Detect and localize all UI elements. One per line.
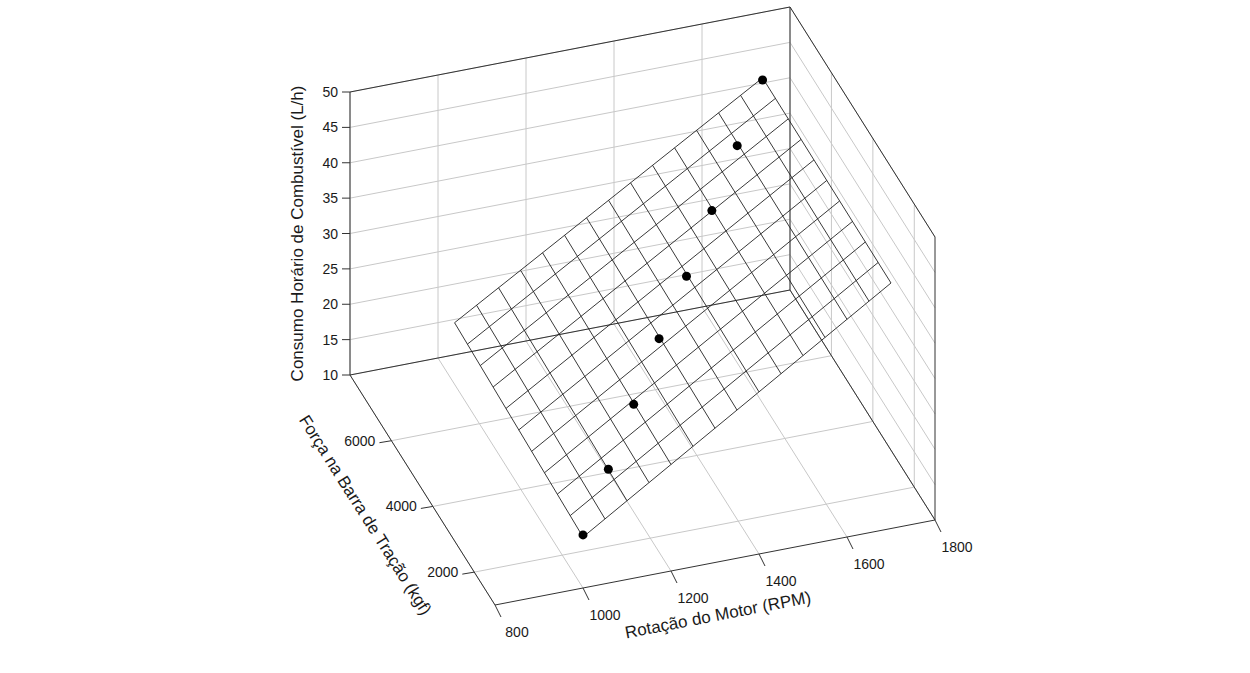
data-point	[579, 530, 588, 539]
tick	[379, 441, 391, 443]
data-point	[629, 400, 638, 409]
axis-line	[790, 290, 935, 520]
mesh-line	[493, 139, 801, 387]
data-point	[604, 465, 613, 474]
tick	[342, 304, 350, 305]
grid-line	[350, 113, 790, 198]
tick	[342, 268, 350, 269]
grid-line	[526, 341, 671, 571]
grid-line	[350, 7, 790, 92]
mesh-line	[557, 242, 865, 494]
grid-line	[702, 307, 847, 537]
tick-label: 20	[322, 296, 338, 312]
tick	[342, 92, 350, 93]
grid-line	[790, 149, 935, 379]
mesh-line	[455, 78, 763, 323]
axis-line	[935, 237, 936, 520]
tick-label: 6000	[344, 433, 375, 449]
tick-label: 1600	[853, 556, 884, 572]
tick	[421, 506, 433, 508]
grid	[350, 7, 935, 605]
grid-line	[474, 487, 914, 572]
grid-line	[790, 184, 935, 414]
axis-line	[495, 520, 935, 605]
tick	[342, 162, 350, 163]
mesh-line	[570, 262, 878, 515]
axis-title: Força na Barra de Tração (kgf)	[295, 412, 435, 619]
tick-label: 1200	[677, 590, 708, 606]
plot-data	[455, 75, 891, 539]
tick-label: 2000	[427, 564, 458, 580]
tick-label: 1400	[765, 573, 796, 589]
tick	[342, 233, 350, 234]
axis-title: Consumo Horário de Combustível (L/h)	[288, 86, 307, 382]
grid-line	[790, 290, 935, 520]
tick	[583, 588, 589, 600]
tick-label: 1800	[941, 539, 972, 555]
mesh-line	[506, 160, 814, 409]
tick	[342, 375, 350, 376]
tick-label: 800	[505, 624, 529, 640]
axis-line	[350, 375, 495, 605]
box	[350, 7, 935, 605]
surface	[455, 78, 891, 537]
tick-label: 10	[322, 367, 338, 383]
tick-label: 25	[322, 261, 338, 277]
tick-label: 1000	[589, 607, 620, 623]
tick-label: 40	[322, 155, 338, 171]
mesh-line	[519, 180, 827, 429]
data-point	[682, 272, 691, 281]
tick	[342, 339, 350, 340]
points	[579, 75, 768, 539]
mesh-line	[480, 119, 788, 366]
chart: 800 1000 1200 1400 1600 1800 2000 4000 6000 10 15 2…	[0, 0, 1250, 673]
tick	[935, 520, 941, 532]
tick	[759, 554, 765, 566]
grid-line	[350, 149, 790, 234]
grid-line	[350, 42, 790, 127]
mesh-line	[532, 201, 840, 451]
axis-line	[350, 7, 790, 92]
tick-label: 35	[322, 190, 338, 206]
grid-line	[790, 113, 935, 343]
tick	[671, 571, 677, 583]
mesh-line	[583, 283, 891, 537]
grid-line	[790, 290, 935, 520]
tick	[342, 198, 350, 199]
axis-line	[350, 290, 790, 375]
data-point	[733, 141, 742, 150]
grid-line	[790, 255, 935, 485]
grid-line	[350, 184, 790, 269]
grid-line	[790, 219, 935, 449]
grid-line	[391, 356, 831, 441]
tick-label: 45	[322, 119, 338, 135]
grid-line	[350, 78, 790, 163]
data-point	[758, 75, 767, 84]
tick-label: 50	[322, 84, 338, 100]
tick-label: 15	[322, 332, 338, 348]
tick	[462, 572, 474, 574]
tick	[847, 537, 853, 549]
tick-label: 30	[322, 226, 338, 242]
tick-label: 4000	[386, 498, 417, 514]
tick	[342, 127, 350, 128]
mesh-line	[544, 221, 852, 472]
mesh-line	[467, 98, 775, 344]
data-point	[655, 334, 664, 343]
tick	[495, 605, 501, 617]
axis-line	[790, 7, 935, 237]
grid-line	[350, 375, 495, 605]
axis-title: Rotação do Motor (RPM)	[623, 588, 812, 642]
data-point	[707, 206, 716, 215]
grid-line	[790, 7, 935, 237]
mesh-line	[455, 323, 583, 537]
grid-line	[614, 324, 759, 554]
grid-line	[350, 290, 790, 375]
